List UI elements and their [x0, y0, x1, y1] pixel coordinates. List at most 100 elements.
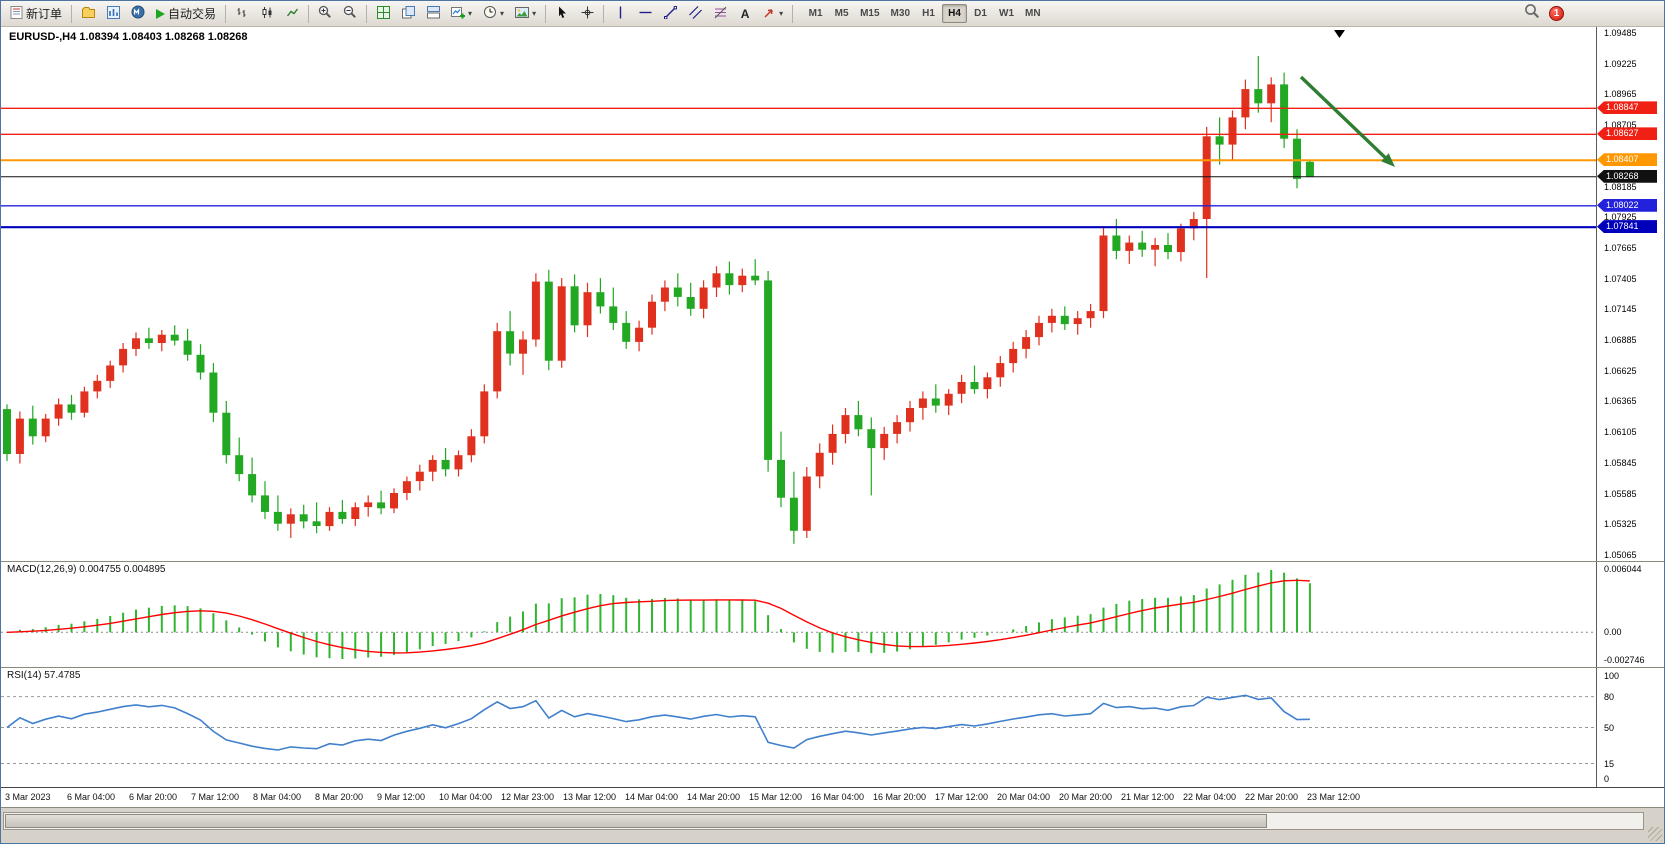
timeframe-button-M30[interactable]: M30	[886, 4, 915, 23]
timeframe-button-H4[interactable]: H4	[942, 4, 967, 23]
candle	[54, 404, 63, 419]
crosshair-button[interactable]	[575, 3, 599, 24]
candle	[1280, 84, 1289, 139]
cascade-windows-icon	[401, 5, 415, 22]
time-axis-label: 9 Mar 12:00	[377, 792, 426, 802]
tile-windows-button[interactable]	[371, 3, 395, 24]
trendline-tool-button[interactable]	[658, 3, 682, 24]
macd-chart[interactable]	[1, 562, 1598, 667]
bar-chart-mode-button[interactable]	[230, 3, 254, 24]
timeframe-toolbar: M1 M5 M15 M30 H1 H4 D1 W1 MN	[803, 4, 1045, 23]
timeframe-button-MN[interactable]: MN	[1020, 4, 1046, 23]
candle	[222, 412, 231, 456]
channel-tool-button[interactable]	[683, 3, 707, 24]
rsi-chart[interactable]	[1, 668, 1598, 787]
chevron-down-icon: ▾	[468, 8, 473, 18]
chart-ohlc-readout: 1.08394 1.08403 1.08268 1.08268	[79, 31, 248, 43]
mql5-community-button[interactable]	[126, 3, 150, 24]
time-axis-label: 22 Mar 20:00	[1245, 792, 1299, 802]
toolbar-separator	[225, 4, 227, 23]
search-icon[interactable]	[1524, 3, 1540, 24]
horizontal-scrollbar[interactable]	[3, 812, 1644, 830]
candle	[338, 511, 347, 519]
timeframe-button-H1[interactable]: H1	[916, 4, 941, 23]
price-tick: 1.08185	[1604, 181, 1637, 192]
candle	[480, 391, 489, 437]
templates-button[interactable]: ▾	[510, 3, 541, 24]
time-axis-label: 16 Mar 20:00	[873, 792, 927, 802]
periods-button[interactable]: ▾	[478, 3, 509, 24]
line-chart-mode-button[interactable]	[280, 3, 304, 24]
time-axis[interactable]: 3 Mar 2023 6 Mar 04:00 6 Mar 20:00 7 Mar 12…	[1, 788, 1664, 808]
price-tick: 1.07665	[1604, 242, 1637, 253]
candle	[557, 286, 566, 361]
vertical-line-tool-button[interactable]	[608, 3, 632, 24]
candle	[544, 281, 553, 361]
zoom-in-button[interactable]	[313, 3, 337, 24]
candle	[144, 338, 153, 343]
candle	[1112, 235, 1121, 251]
timeframe-button-D1[interactable]: D1	[968, 4, 993, 23]
templates-icon	[515, 6, 530, 22]
candlestick-mode-button[interactable]	[255, 3, 279, 24]
arrange-windows-button[interactable]	[421, 3, 445, 24]
price-tick: 1.05845	[1604, 457, 1637, 468]
candle	[725, 273, 734, 286]
candle	[106, 365, 115, 381]
resize-grip[interactable]	[1648, 827, 1662, 841]
time-axis-label: 21 Mar 12:00	[1121, 792, 1175, 802]
tile-windows-icon	[376, 5, 390, 22]
level-price-badge: 1.08847	[1597, 101, 1657, 115]
scale-label: 50	[1604, 722, 1615, 733]
horizontal-line-tool-button[interactable]	[633, 3, 657, 24]
notification-badge[interactable]: 1	[1549, 6, 1564, 21]
price-tick: 1.05325	[1604, 519, 1637, 530]
candle	[1047, 315, 1056, 323]
candle	[467, 436, 476, 456]
candle	[1035, 322, 1043, 338]
add-indicator-button[interactable]: ▾	[446, 3, 477, 24]
auto-trading-button[interactable]: 自动交易	[151, 3, 221, 24]
profiles-button[interactable]	[76, 3, 100, 24]
time-axis-label: 6 Mar 20:00	[129, 792, 178, 802]
candle	[686, 297, 695, 309]
price-tick: 1.07925	[1604, 212, 1637, 223]
rsi-line	[6, 694, 1310, 751]
toolbar-separator	[545, 4, 547, 23]
price-tick: 1.05585	[1604, 488, 1637, 499]
candle	[325, 511, 334, 527]
new-order-button[interactable]: 新订单	[5, 3, 67, 24]
fibonacci-tool-button[interactable]	[708, 3, 732, 24]
cursor-button[interactable]	[550, 3, 574, 24]
candle	[531, 281, 540, 340]
candle	[854, 415, 863, 430]
time-axis-label: 8 Mar 20:00	[315, 792, 364, 802]
timeframe-button-W1[interactable]: W1	[994, 4, 1019, 23]
time-axis-label: 12 Mar 23:00	[501, 792, 555, 802]
market-watch-button[interactable]	[101, 3, 125, 24]
zoom-out-button[interactable]	[338, 3, 362, 24]
time-axis-label: 14 Mar 20:00	[687, 792, 741, 802]
candle	[1241, 89, 1250, 118]
scrollbar-thumb[interactable]	[5, 814, 1268, 828]
timeframe-button-M1[interactable]: M1	[803, 4, 828, 23]
candle	[1176, 228, 1185, 253]
candle	[1060, 315, 1069, 325]
candle	[1099, 235, 1108, 312]
macd-panel: MACD(12,26,9) 0.004755 0.004895 0.006044…	[1, 562, 1664, 668]
candle	[28, 418, 37, 437]
scale-label: 0.006044	[1604, 564, 1642, 574]
price-scale[interactable]: 1.09485 1.09225 1.08965 1.08705 1.08185 1.079…	[1596, 27, 1664, 561]
chart-area: EURUSD-,H4 1.08394 1.08403 1.08268 1.082…	[1, 27, 1664, 843]
text-tool-button[interactable]: A	[733, 3, 757, 24]
price-chart[interactable]	[1, 27, 1598, 561]
timeframe-button-M15[interactable]: M15	[855, 4, 884, 23]
time-axis-label: 14 Mar 04:00	[625, 792, 679, 802]
price-tick: 1.07405	[1604, 273, 1637, 284]
candle	[183, 340, 192, 355]
bottom-bar	[1, 808, 1664, 843]
arrows-tool-button[interactable]: ▾	[758, 3, 788, 24]
candle	[1202, 136, 1211, 219]
timeframe-button-M5[interactable]: M5	[829, 4, 854, 23]
cascade-windows-button[interactable]	[396, 3, 420, 24]
